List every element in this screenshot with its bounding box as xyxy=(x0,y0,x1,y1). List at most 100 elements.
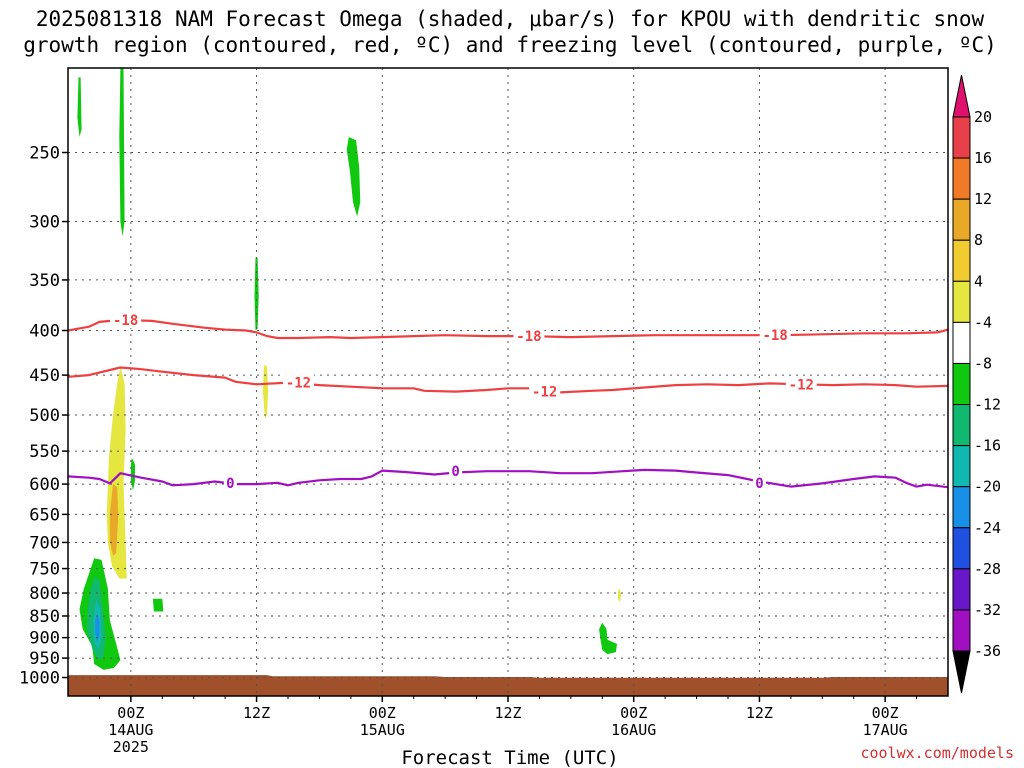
colorbar-top-arrow xyxy=(952,74,971,118)
colorbar-label: -36 xyxy=(974,642,1001,660)
omega-region-12 xyxy=(95,613,100,642)
y-tick-label: 900 xyxy=(29,629,60,649)
contour-label: -18 xyxy=(516,329,541,345)
omega-region-14 xyxy=(599,622,617,655)
y-tick-label: 750 xyxy=(29,560,60,580)
colorbar-segment xyxy=(952,280,971,323)
contour-label: 0 xyxy=(755,476,763,492)
contour-line-1 xyxy=(68,366,948,394)
y-tick-label: 800 xyxy=(29,584,60,604)
y-tick-label: 400 xyxy=(29,322,60,342)
x-tick-label: 00Z xyxy=(872,704,899,722)
colorbar-label: 4 xyxy=(974,272,983,290)
y-tick-label: 550 xyxy=(29,442,60,462)
colorbar-segment xyxy=(952,239,971,282)
omega-shading xyxy=(77,68,622,670)
colorbar-label: -16 xyxy=(974,437,1001,455)
x-tick-date: 15AUG xyxy=(360,721,405,739)
x-axis-title: Forecast Time (UTC) xyxy=(401,747,618,768)
omega-region-13 xyxy=(618,588,622,603)
colorbar-segment xyxy=(952,198,971,241)
plot-area: -18 -18 -18 -12 -12 -12 0 0 0 xyxy=(67,67,949,697)
contour-lines: -18 -18 -18 -12 -12 -12 0 0 0 xyxy=(68,311,948,492)
colorbar-segment xyxy=(952,445,971,488)
colorbar-label: 16 xyxy=(974,149,992,167)
colorbar-label: -32 xyxy=(974,601,1001,619)
colorbar-segment xyxy=(952,527,971,570)
omega-region-8 xyxy=(152,598,164,612)
colorbar-segment xyxy=(952,321,971,364)
y-tick-label: 250 xyxy=(29,144,60,164)
x-tick-label: 12Z xyxy=(494,704,521,722)
y-tick-label: 300 xyxy=(29,213,60,233)
contour-label: -12 xyxy=(286,376,311,392)
omega-region-2 xyxy=(346,137,361,217)
contour-label: -18 xyxy=(762,328,787,344)
omega-region-4 xyxy=(262,364,269,419)
colorbar-label: -4 xyxy=(974,313,992,331)
colorbar-label: -28 xyxy=(974,560,1001,578)
contour-label-bg xyxy=(529,383,561,400)
x-tick-label: 00Z xyxy=(117,704,144,722)
watermark: coolwx.com/models xyxy=(860,744,1014,762)
y-tick-label: 1000 xyxy=(19,669,60,689)
y-tick-label: 450 xyxy=(29,366,60,386)
x-tick-date: 17AUG xyxy=(863,721,908,739)
contour-label-bg xyxy=(282,374,314,391)
colorbar-segment xyxy=(952,157,971,200)
x-tick-label: 12Z xyxy=(746,704,773,722)
omega-region-0 xyxy=(77,77,82,137)
y-tick-label: 950 xyxy=(29,649,60,669)
y-tick-label: 500 xyxy=(29,406,60,426)
omega-region-5 xyxy=(106,366,127,579)
omega-region-7 xyxy=(130,457,135,491)
chart-title-line-2: growth region (contoured, red, ºC) and f… xyxy=(23,33,997,57)
y-tick-label: 600 xyxy=(29,475,60,495)
y-tick-label: 650 xyxy=(29,505,60,525)
chart-title-line-1: 2025081318 NAM Forecast Omega (shaded, μ… xyxy=(36,7,985,31)
colorbar-segment xyxy=(952,116,971,159)
y-axis: 2503003504004505005506006507007508008509… xyxy=(19,144,68,689)
colorbar-bottom-arrow xyxy=(952,650,971,694)
contour-label-bg xyxy=(223,474,237,491)
contour-label: 0 xyxy=(226,476,234,492)
contour-line-2 xyxy=(68,468,948,489)
contour-label-bg xyxy=(110,311,142,328)
contour-label-bg xyxy=(513,328,545,345)
colorbar-label: -20 xyxy=(974,478,1001,496)
colorbar-label: -8 xyxy=(974,354,992,372)
colorbar-label: 20 xyxy=(974,108,992,126)
colorbar-segment xyxy=(952,568,971,611)
y-tick-label: 350 xyxy=(29,271,60,291)
colorbar: 20 16 12 8 4 -4 -8 -12 -16 -20 -24 -28 -32 -36 xyxy=(952,74,1001,694)
x-tick-label: 00Z xyxy=(369,704,396,722)
y-tick-label: 700 xyxy=(29,533,60,553)
contour-label-bg xyxy=(752,474,766,491)
colorbar-segment xyxy=(952,486,971,529)
y-tick-label: 850 xyxy=(29,607,60,627)
colorbar-segment xyxy=(952,609,971,652)
x-tick-date: 16AUG xyxy=(611,721,656,739)
colorbar-label: 12 xyxy=(974,190,992,208)
contour-label-bg xyxy=(759,327,791,344)
contour-label-bg xyxy=(449,463,463,480)
x-tick-label: 12Z xyxy=(243,704,270,722)
x-tick-label: 00Z xyxy=(620,704,647,722)
colorbar-segment xyxy=(952,404,971,447)
x-tick-date: 14AUG xyxy=(108,721,153,739)
colorbar-label: 8 xyxy=(974,231,983,249)
contour-label: -12 xyxy=(532,385,557,401)
omega-region-3 xyxy=(254,257,259,331)
omega-region-6 xyxy=(109,484,119,556)
x-tick-year: 2025 xyxy=(113,738,149,756)
contour-label-bg xyxy=(785,376,817,393)
colorbar-segment xyxy=(952,362,971,406)
colorbar-label: -12 xyxy=(974,396,1001,414)
omega-region-1 xyxy=(119,68,125,237)
contour-label: 0 xyxy=(451,464,459,480)
contour-label: -12 xyxy=(789,377,814,393)
colorbar-label: -24 xyxy=(974,519,1001,537)
contour-label: -18 xyxy=(113,313,138,329)
